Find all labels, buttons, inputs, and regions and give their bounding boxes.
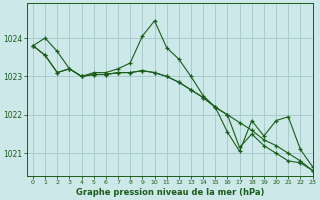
X-axis label: Graphe pression niveau de la mer (hPa): Graphe pression niveau de la mer (hPa)	[76, 188, 264, 197]
